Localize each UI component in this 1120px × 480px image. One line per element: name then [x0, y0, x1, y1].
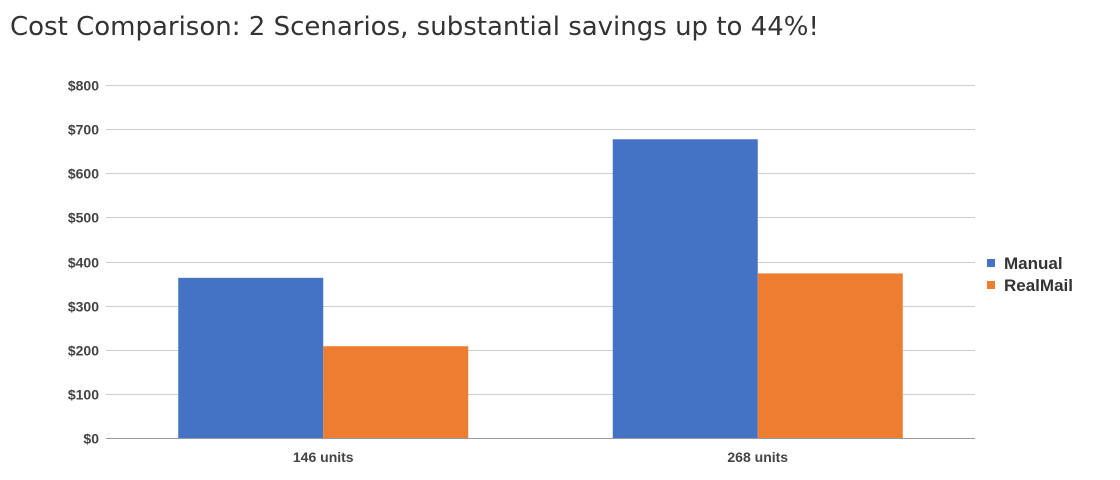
x-tick-label: 268 units — [727, 449, 788, 465]
bars — [178, 139, 903, 438]
y-tick-label: $700 — [68, 122, 99, 138]
y-axis: $0 $100 $200 $300 $400 $500 $600 $700 $800 — [68, 78, 99, 447]
y-tick-label: $200 — [68, 343, 99, 359]
bar-realmail-2[interactable] — [757, 273, 903, 438]
y-tick-label: $800 — [68, 78, 99, 94]
legend-label[interactable]: Manual — [1004, 254, 1063, 273]
y-tick-label: $400 — [68, 255, 99, 271]
y-tick-label: $500 — [68, 210, 99, 226]
legend-swatch — [987, 259, 995, 267]
legend[interactable]: Manual RealMail — [987, 254, 1073, 295]
x-axis: 146 units 268 units — [293, 449, 788, 465]
y-tick-label: $100 — [68, 387, 99, 403]
bar-manual-2[interactable] — [612, 139, 758, 438]
page-title: Cost Comparison: 2 Scenarios, substantia… — [10, 12, 819, 42]
y-tick-label: $600 — [68, 166, 99, 182]
legend-swatch — [987, 281, 995, 289]
bar-realmail-1[interactable] — [323, 346, 469, 438]
y-tick-label: $300 — [68, 299, 99, 315]
bar-manual-1[interactable] — [178, 277, 324, 438]
y-tick-label: $0 — [83, 431, 99, 447]
legend-label[interactable]: RealMail — [1004, 276, 1073, 295]
x-tick-label: 146 units — [293, 449, 354, 465]
